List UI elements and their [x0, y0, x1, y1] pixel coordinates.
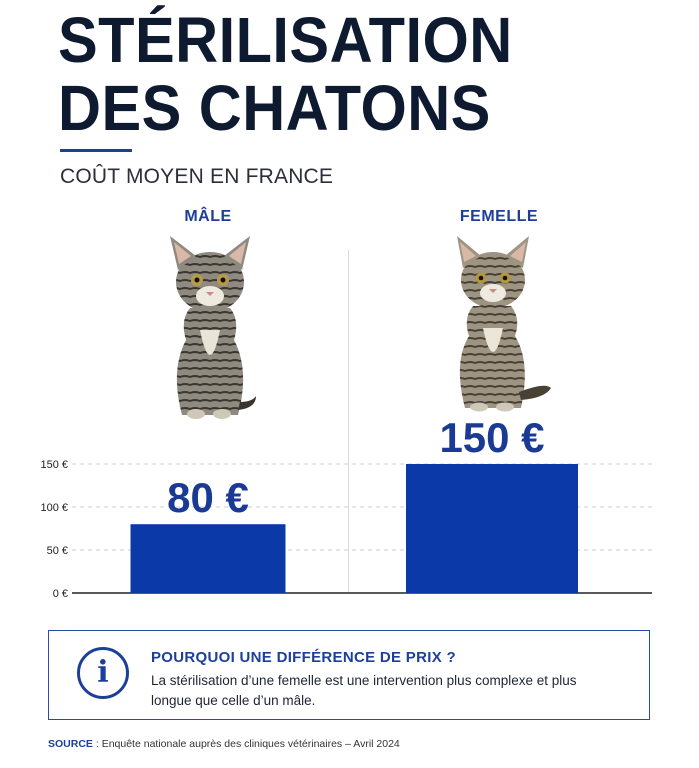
title-line-1: STÉRILISATION: [58, 4, 513, 76]
data-label: 80 €: [167, 474, 249, 521]
title-underline: [60, 149, 132, 152]
info-icon: i: [77, 647, 129, 699]
info-box: i POURQUOI UNE DIFFÉRENCE DE PRIX ? La s…: [48, 630, 650, 720]
bar: [406, 464, 578, 593]
bar: [130, 524, 286, 593]
bar-chart: 0 € 50 € 100 € 150 € 80 € 150 €: [40, 414, 652, 600]
kitten-image-female: [457, 236, 551, 412]
page-title: STÉRILISATION DES CHATONS: [58, 6, 513, 142]
kitten-image-male: [170, 236, 256, 419]
title-line-2: DES CHATONS: [58, 72, 491, 144]
source-text: : Enquête nationale auprès des cliniques…: [92, 738, 400, 750]
column-divider: [348, 250, 349, 593]
subtitle: COÛT MOYEN EN FRANCE: [60, 165, 334, 188]
info-text: La stérilisation d’une femelle est une i…: [151, 673, 577, 708]
data-label: 150 €: [439, 414, 544, 461]
y-tick-label: 150 €: [40, 459, 68, 471]
source-label: SOURCE: [48, 738, 93, 750]
category-label-male: MÂLE: [184, 208, 232, 225]
source-note: SOURCE : Enquête nationale auprès des cl…: [48, 738, 400, 750]
y-tick-label: 50 €: [47, 545, 68, 557]
y-tick-label: 100 €: [40, 502, 68, 514]
info-title: POURQUOI UNE DIFFÉRENCE DE PRIX ?: [151, 649, 456, 666]
category-label-female: FEMELLE: [459, 208, 539, 225]
y-tick-label: 0 €: [53, 588, 68, 600]
